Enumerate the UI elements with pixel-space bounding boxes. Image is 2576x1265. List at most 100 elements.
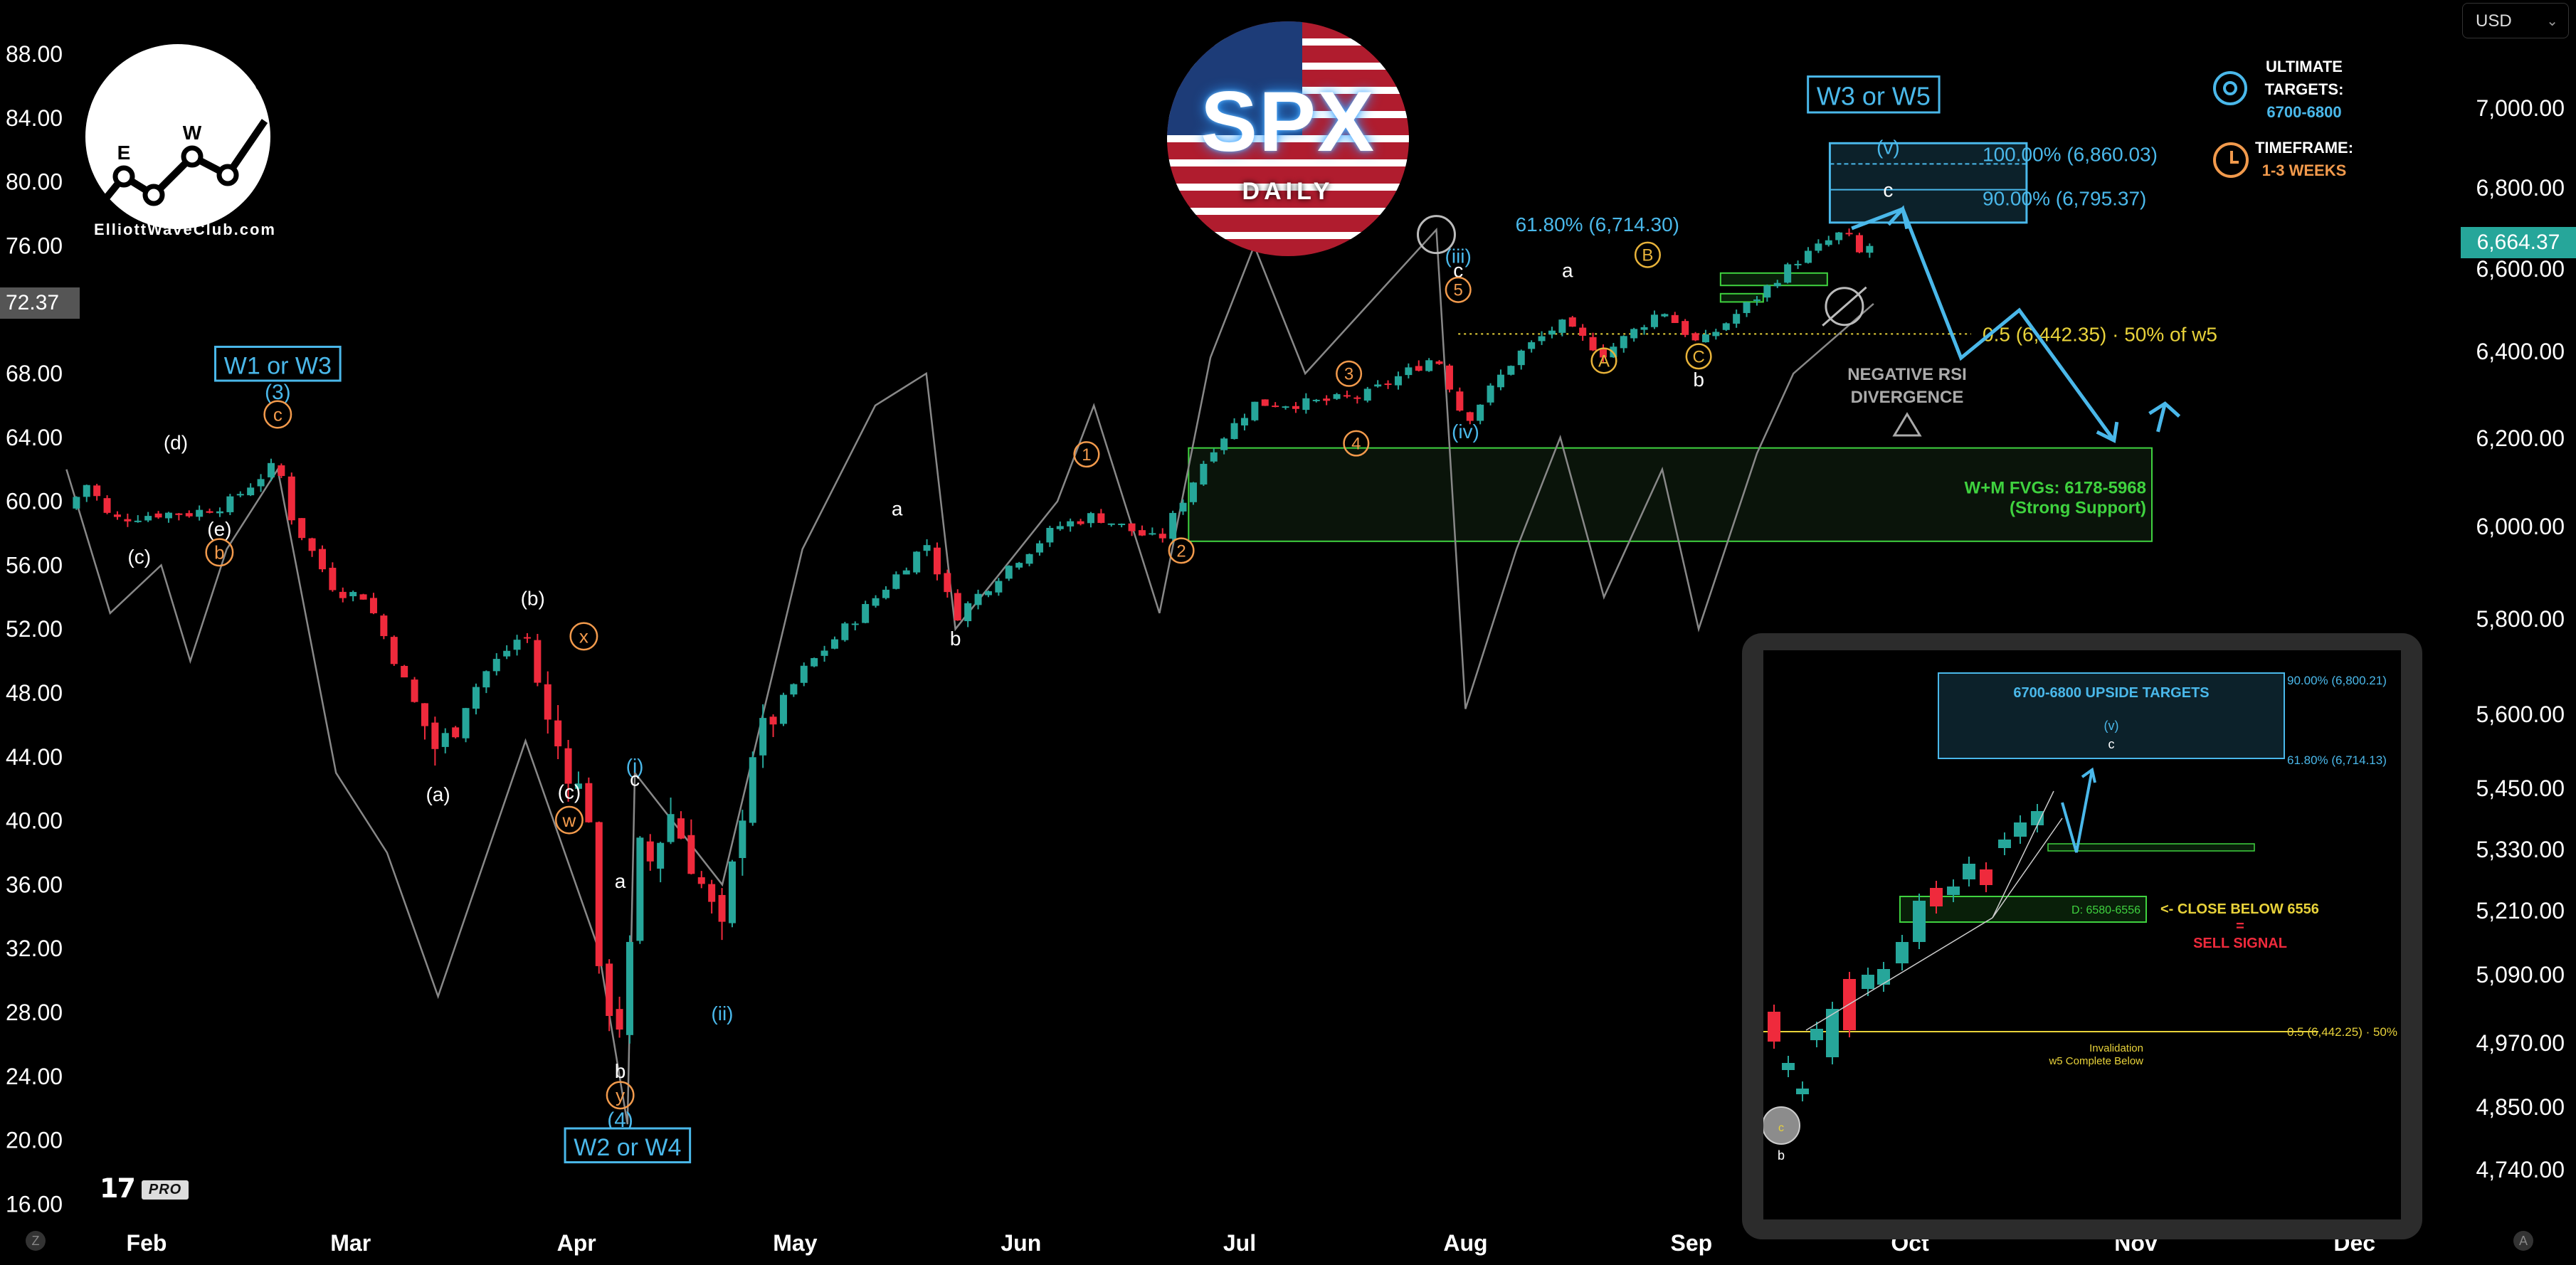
- warning-icon: [1892, 412, 1922, 437]
- price-tick-label: 4,850.00: [2476, 1094, 2565, 1120]
- price-tick-label: 7,000.00: [2476, 95, 2565, 121]
- rsi-tick-label: 20.00: [6, 1128, 63, 1153]
- inset-invalidation: Invalidation: [2089, 1042, 2143, 1054]
- rsi-tick-label: 40.00: [6, 808, 63, 834]
- candle-body: [1845, 233, 1853, 235]
- chevron-down-icon: ⌄: [2546, 14, 2558, 29]
- candle-body: [175, 513, 183, 515]
- candle-body: [616, 1009, 623, 1030]
- wave-label: c: [1453, 260, 1463, 282]
- candle-body: [1179, 502, 1187, 512]
- candle-body: [83, 485, 90, 497]
- x-tick-label: Jun: [1001, 1230, 1041, 1256]
- candle-body: [1107, 523, 1115, 525]
- inset-wave-b-label: b: [1778, 1148, 1785, 1163]
- target-icon: [2213, 71, 2247, 105]
- wave-label: b: [214, 542, 224, 563]
- rsi-tick-label: 60.00: [6, 489, 63, 514]
- wave-label-box: [564, 1127, 692, 1164]
- candle-body: [380, 615, 388, 637]
- candle-body: [1343, 395, 1351, 397]
- wave-label: b: [1693, 369, 1704, 391]
- candle-body: [1220, 438, 1228, 450]
- inset-wave-c: c: [2108, 737, 2115, 751]
- candle-body: [1548, 330, 1556, 335]
- inset-candle-body: [1980, 869, 1992, 885]
- candle-body: [1568, 317, 1576, 327]
- candle-body: [1712, 332, 1720, 337]
- candle-body: [625, 941, 633, 1035]
- wave-label: A: [1598, 351, 1610, 371]
- candle-body: [236, 494, 244, 496]
- support-zone-sublabel: (Strong Support): [2010, 499, 2146, 518]
- x-tick-label: Mar: [330, 1230, 371, 1256]
- candle-body: [1517, 350, 1525, 366]
- timeframe-label: TIMEFRAME:: [2254, 139, 2354, 157]
- candle-body: [1384, 383, 1392, 386]
- candle-body: [369, 598, 377, 613]
- candle-body: [718, 894, 726, 922]
- candle-body: [851, 623, 859, 625]
- corner-button-left[interactable]: Z: [26, 1231, 46, 1251]
- currency-selector[interactable]: USD ⌄: [2462, 3, 2569, 38]
- candle-body: [1425, 360, 1433, 371]
- candle-body: [697, 877, 705, 884]
- candle-body: [595, 822, 603, 966]
- candle-body: [1169, 512, 1177, 539]
- candle-body: [1630, 329, 1638, 339]
- candle-body: [1118, 524, 1126, 526]
- candle-body: [1640, 327, 1648, 330]
- candle-body: [667, 814, 675, 842]
- candle-body: [1272, 406, 1279, 408]
- x-tick-label: Jul: [1223, 1230, 1256, 1256]
- price-tick-label: 6,200.00: [2476, 425, 2565, 451]
- inset-equals: =: [2236, 919, 2244, 934]
- candle-body: [411, 679, 418, 702]
- timeframe-value: 1-3 WEEKS: [2261, 162, 2347, 179]
- price-tick-label: 5,210.00: [2476, 898, 2565, 923]
- candle-body: [1005, 566, 1013, 579]
- candle-body: [1046, 527, 1054, 543]
- candle-body: [1558, 319, 1566, 333]
- candle-body: [1579, 327, 1587, 336]
- price-tick-label: 5,450.00: [2476, 776, 2565, 801]
- projection-arrowhead-final: [2148, 401, 2181, 418]
- price-tick-label: 5,090.00: [2476, 962, 2565, 988]
- support-zone-box: [1188, 447, 2153, 542]
- wave-label: 1: [1082, 445, 1091, 465]
- candle-body: [1763, 285, 1771, 298]
- candle-body: [872, 598, 880, 606]
- candle-body: [1097, 513, 1105, 523]
- rsi-last-tag: 72.37: [0, 287, 80, 319]
- candle-body: [226, 496, 234, 512]
- projection-final-leg: [2156, 403, 2167, 433]
- logo-letter-e: E: [117, 142, 131, 164]
- inset-chart: 6700-6800 UPSIDE TARGETS (v) c 90.00% (6,80…: [1762, 650, 2429, 1219]
- inset-candle-body: [1930, 888, 1943, 906]
- candle-body: [677, 818, 685, 839]
- rsi-tick-label: 88.00: [6, 41, 63, 67]
- support-zone-label: W+M FVGs: 6178-5968: [1965, 479, 2146, 498]
- candle-body: [820, 650, 828, 656]
- wave-logo-icon: E W C: [90, 73, 269, 218]
- candle-body: [1528, 342, 1536, 349]
- candle-body: [1804, 250, 1812, 263]
- candle-body: [441, 733, 449, 747]
- inset-wave-c-label: c: [1778, 1122, 1784, 1134]
- targets-value: 6700-6800: [2266, 103, 2342, 121]
- candle-body: [267, 462, 275, 477]
- candle-body: [995, 581, 1003, 593]
- rsi-tick-label: 44.00: [6, 744, 63, 770]
- candle-body: [554, 720, 562, 746]
- price-tick-label: 5,330.00: [2476, 837, 2565, 862]
- wave-label-circle: [1168, 537, 1195, 564]
- candle-body: [974, 593, 982, 605]
- corner-button-right[interactable]: A: [2513, 1231, 2533, 1251]
- tradingview-logo: 𝟭𝟳 PRO: [100, 1173, 189, 1205]
- price-tick-label: 6,800.00: [2476, 175, 2565, 201]
- rsi-tick-label: 16.00: [6, 1191, 63, 1217]
- spx-subtitle: DAILY: [1242, 178, 1334, 205]
- candle-body: [954, 593, 961, 621]
- candle-body: [1794, 263, 1802, 265]
